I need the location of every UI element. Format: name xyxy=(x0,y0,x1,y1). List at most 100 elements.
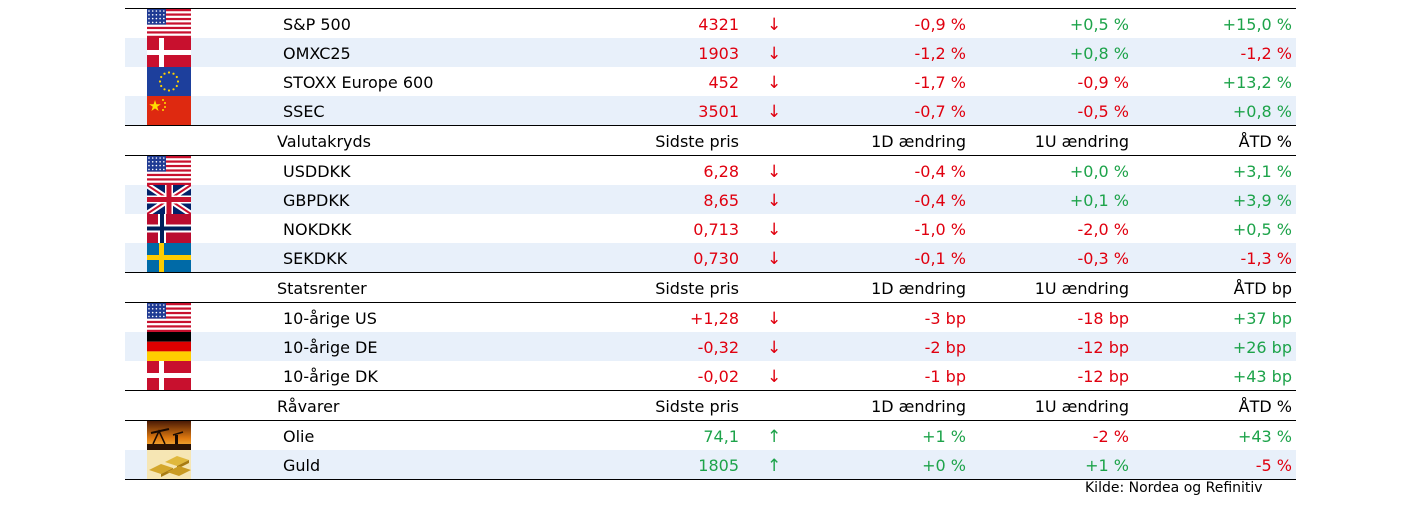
table-row: OMXC25 1903 ↓ -1,2 % +0,8 % -1,2 % xyxy=(125,38,1296,67)
change-1w: -0,5 % xyxy=(1077,102,1129,121)
table-row: STOXX Europe 600 452 ↓ -1,7 % -0,9 % +13,2 % xyxy=(125,67,1296,96)
arrow-up-icon: ↑ xyxy=(767,456,782,476)
change-ytd: +3,1 % xyxy=(1232,162,1292,181)
table-top-rule xyxy=(125,8,1296,9)
section-title: Valutakryds xyxy=(277,132,371,151)
last-price: 4321 xyxy=(698,15,739,34)
section-header: Råvarer Sidste pris 1D ændring 1U ændring ÅT… xyxy=(125,390,1296,421)
change-1d: +1 % xyxy=(922,427,966,446)
instrument-name: 10-årige US xyxy=(283,309,377,328)
oil-pump-icon xyxy=(147,421,191,450)
change-ytd: -1,3 % xyxy=(1240,249,1292,268)
change-1w: -2,0 % xyxy=(1077,220,1129,239)
arrow-up-icon: ↑ xyxy=(767,427,782,447)
change-1d: -1,2 % xyxy=(914,44,966,63)
dk-flag-icon xyxy=(147,38,191,67)
change-ytd: +15,0 % xyxy=(1222,15,1292,34)
us-flag-icon xyxy=(147,9,191,38)
table-row: SSEC 3501 ↓ -0,7 % -0,5 % +0,8 % xyxy=(125,96,1296,125)
change-1d: -1 bp xyxy=(924,367,966,386)
column-header-1d: 1D ændring xyxy=(871,279,966,298)
table-row: 10-årige DK -0,02 ↓ -1 bp -12 bp +43 bp xyxy=(125,361,1296,390)
column-header-price: Sidste pris xyxy=(655,279,739,298)
table-row: 10-årige DE -0,32 ↓ -2 bp -12 bp +26 bp xyxy=(125,332,1296,361)
change-1w: -0,9 % xyxy=(1077,73,1129,92)
table-row: 10-årige US +1,28 ↓ -3 bp -18 bp +37 bp xyxy=(125,303,1296,332)
arrow-down-icon: ↓ xyxy=(767,102,782,122)
change-1w: +0,1 % xyxy=(1069,191,1129,210)
column-header-1w: 1U ændring xyxy=(1034,397,1129,416)
change-ytd: +37 bp xyxy=(1232,309,1292,328)
change-1w: -0,3 % xyxy=(1077,249,1129,268)
gold-bars-icon xyxy=(147,450,191,479)
change-1w: -12 bp xyxy=(1077,338,1129,357)
dk-flag-icon xyxy=(147,361,191,390)
arrow-down-icon: ↓ xyxy=(767,15,782,35)
last-price: 452 xyxy=(708,73,739,92)
de-flag-icon xyxy=(147,332,191,361)
change-ytd: -5 % xyxy=(1255,456,1292,475)
column-header-1w: 1U ændring xyxy=(1034,132,1129,151)
change-1w: +1 % xyxy=(1085,456,1129,475)
last-price: 8,65 xyxy=(703,191,739,210)
table-row: GBPDKK 8,65 ↓ -0,4 % +0,1 % +3,9 % xyxy=(125,185,1296,214)
arrow-down-icon: ↓ xyxy=(767,220,782,240)
arrow-down-icon: ↓ xyxy=(767,73,782,93)
instrument-name: S&P 500 xyxy=(283,15,351,34)
instrument-name: Olie xyxy=(283,427,315,446)
change-1w: +0,0 % xyxy=(1069,162,1129,181)
last-price: 0,713 xyxy=(693,220,739,239)
column-header-price: Sidste pris xyxy=(655,397,739,416)
instrument-name: 10-årige DE xyxy=(283,338,378,357)
column-header-ytd: ÅTD % xyxy=(1238,397,1292,416)
eu-flag-icon xyxy=(147,67,191,96)
table-row: SEKDKK 0,730 ↓ -0,1 % -0,3 % -1,3 % xyxy=(125,243,1296,272)
column-header-1d: 1D ændring xyxy=(871,397,966,416)
column-header-ytd: ÅTD % xyxy=(1238,132,1292,151)
last-price: -0,02 xyxy=(697,367,739,386)
change-1w: -12 bp xyxy=(1077,367,1129,386)
arrow-down-icon: ↓ xyxy=(767,44,782,64)
us-flag-icon xyxy=(147,303,191,332)
column-header-ytd: ÅTD bp xyxy=(1233,279,1292,298)
last-price: +1,28 xyxy=(689,309,739,328)
last-price: 1903 xyxy=(698,44,739,63)
change-ytd: +0,5 % xyxy=(1232,220,1292,239)
arrow-down-icon: ↓ xyxy=(767,162,782,182)
section-header: Statsrenter Sidste pris 1D ændring 1U ændri… xyxy=(125,272,1296,303)
change-ytd: +3,9 % xyxy=(1232,191,1292,210)
change-1w: -18 bp xyxy=(1077,309,1129,328)
change-1d: -0,1 % xyxy=(914,249,966,268)
change-1d: -0,4 % xyxy=(914,162,966,181)
instrument-name: 10-årige DK xyxy=(283,367,378,386)
last-price: 0,730 xyxy=(693,249,739,268)
change-1d: +0 % xyxy=(922,456,966,475)
section-header: Valutakryds Sidste pris 1D ændring 1U ændri… xyxy=(125,125,1296,156)
arrow-down-icon: ↓ xyxy=(767,191,782,211)
arrow-down-icon: ↓ xyxy=(767,309,782,329)
change-1d: -0,9 % xyxy=(914,15,966,34)
cn-flag-icon xyxy=(147,96,191,125)
arrow-down-icon: ↓ xyxy=(767,338,782,358)
table-bottom-rule xyxy=(125,479,1296,480)
change-1d: -3 bp xyxy=(924,309,966,328)
uk-flag-icon xyxy=(147,185,191,214)
instrument-name: Guld xyxy=(283,456,321,475)
change-1w: +0,8 % xyxy=(1069,44,1129,63)
se-flag-icon xyxy=(147,243,191,272)
instrument-name: SSEC xyxy=(283,102,325,121)
change-ytd: +13,2 % xyxy=(1222,73,1292,92)
arrow-down-icon: ↓ xyxy=(767,249,782,269)
column-header-price: Sidste pris xyxy=(655,132,739,151)
table-row: USDDKK 6,28 ↓ -0,4 % +0,0 % +3,1 % xyxy=(125,156,1296,185)
change-ytd: +43 % xyxy=(1237,427,1292,446)
source-note: Kilde: Nordea og Refinitiv xyxy=(1085,480,1263,496)
us-flag-icon xyxy=(147,156,191,185)
change-1w: +0,5 % xyxy=(1069,15,1129,34)
instrument-name: OMXC25 xyxy=(283,44,351,63)
market-table: S&P 500 4321 ↓ -0,9 % +0,5 % +15,0 % OMXC25 190… xyxy=(125,8,1296,480)
change-ytd: +0,8 % xyxy=(1232,102,1292,121)
column-header-1d: 1D ændring xyxy=(871,132,966,151)
instrument-name: USDDKK xyxy=(283,162,351,181)
table-row: NOKDKK 0,713 ↓ -1,0 % -2,0 % +0,5 % xyxy=(125,214,1296,243)
